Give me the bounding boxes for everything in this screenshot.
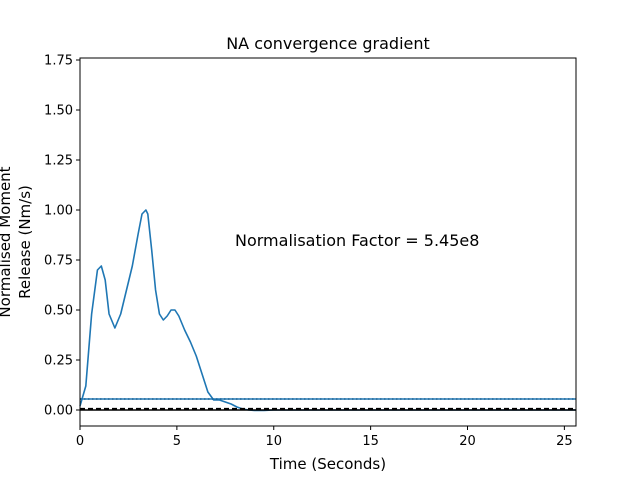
chart-title: NA convergence gradient — [226, 34, 430, 53]
y-axis: 0.00 0.25 0.50 0.75 1.00 1.25 1.50 1.75 — [44, 54, 80, 419]
axes-frame — [79, 57, 577, 427]
y-tick-label: 0.25 — [44, 354, 73, 369]
x-tick-label: 5 — [173, 434, 181, 449]
y-tick-label: 1.50 — [44, 104, 73, 119]
plot-area: Normalisation Factor = 5.45e8 — [79, 57, 577, 427]
y-axis-label-line-1: Normalised Moment — [0, 166, 14, 317]
y-tick-label: 1.75 — [44, 54, 73, 69]
x-tick-label: 10 — [265, 434, 282, 449]
series-layer — [79, 209, 576, 412]
x-tick-label: 20 — [459, 434, 476, 449]
x-axis: 0 5 10 15 20 25 — [76, 426, 573, 449]
x-tick-label: 0 — [76, 434, 84, 449]
x-tick-label: 25 — [556, 434, 573, 449]
y-tick-label: 1.25 — [44, 154, 73, 169]
y-axis-label-line-2: Release (Nm/s) — [16, 185, 34, 299]
x-tick-label: 15 — [362, 434, 379, 449]
y-tick-label: 0.75 — [44, 254, 73, 269]
y-tick-label: 1.00 — [44, 204, 73, 219]
normalisation-annotation: Normalisation Factor = 5.45e8 — [235, 231, 479, 250]
y-tick-label: 0.00 — [44, 404, 73, 419]
y-axis-label: Normalised Moment Release (Nm/s) — [0, 166, 34, 317]
y-tick-label: 0.50 — [44, 304, 73, 319]
x-axis-label: Time (Seconds) — [269, 455, 386, 473]
